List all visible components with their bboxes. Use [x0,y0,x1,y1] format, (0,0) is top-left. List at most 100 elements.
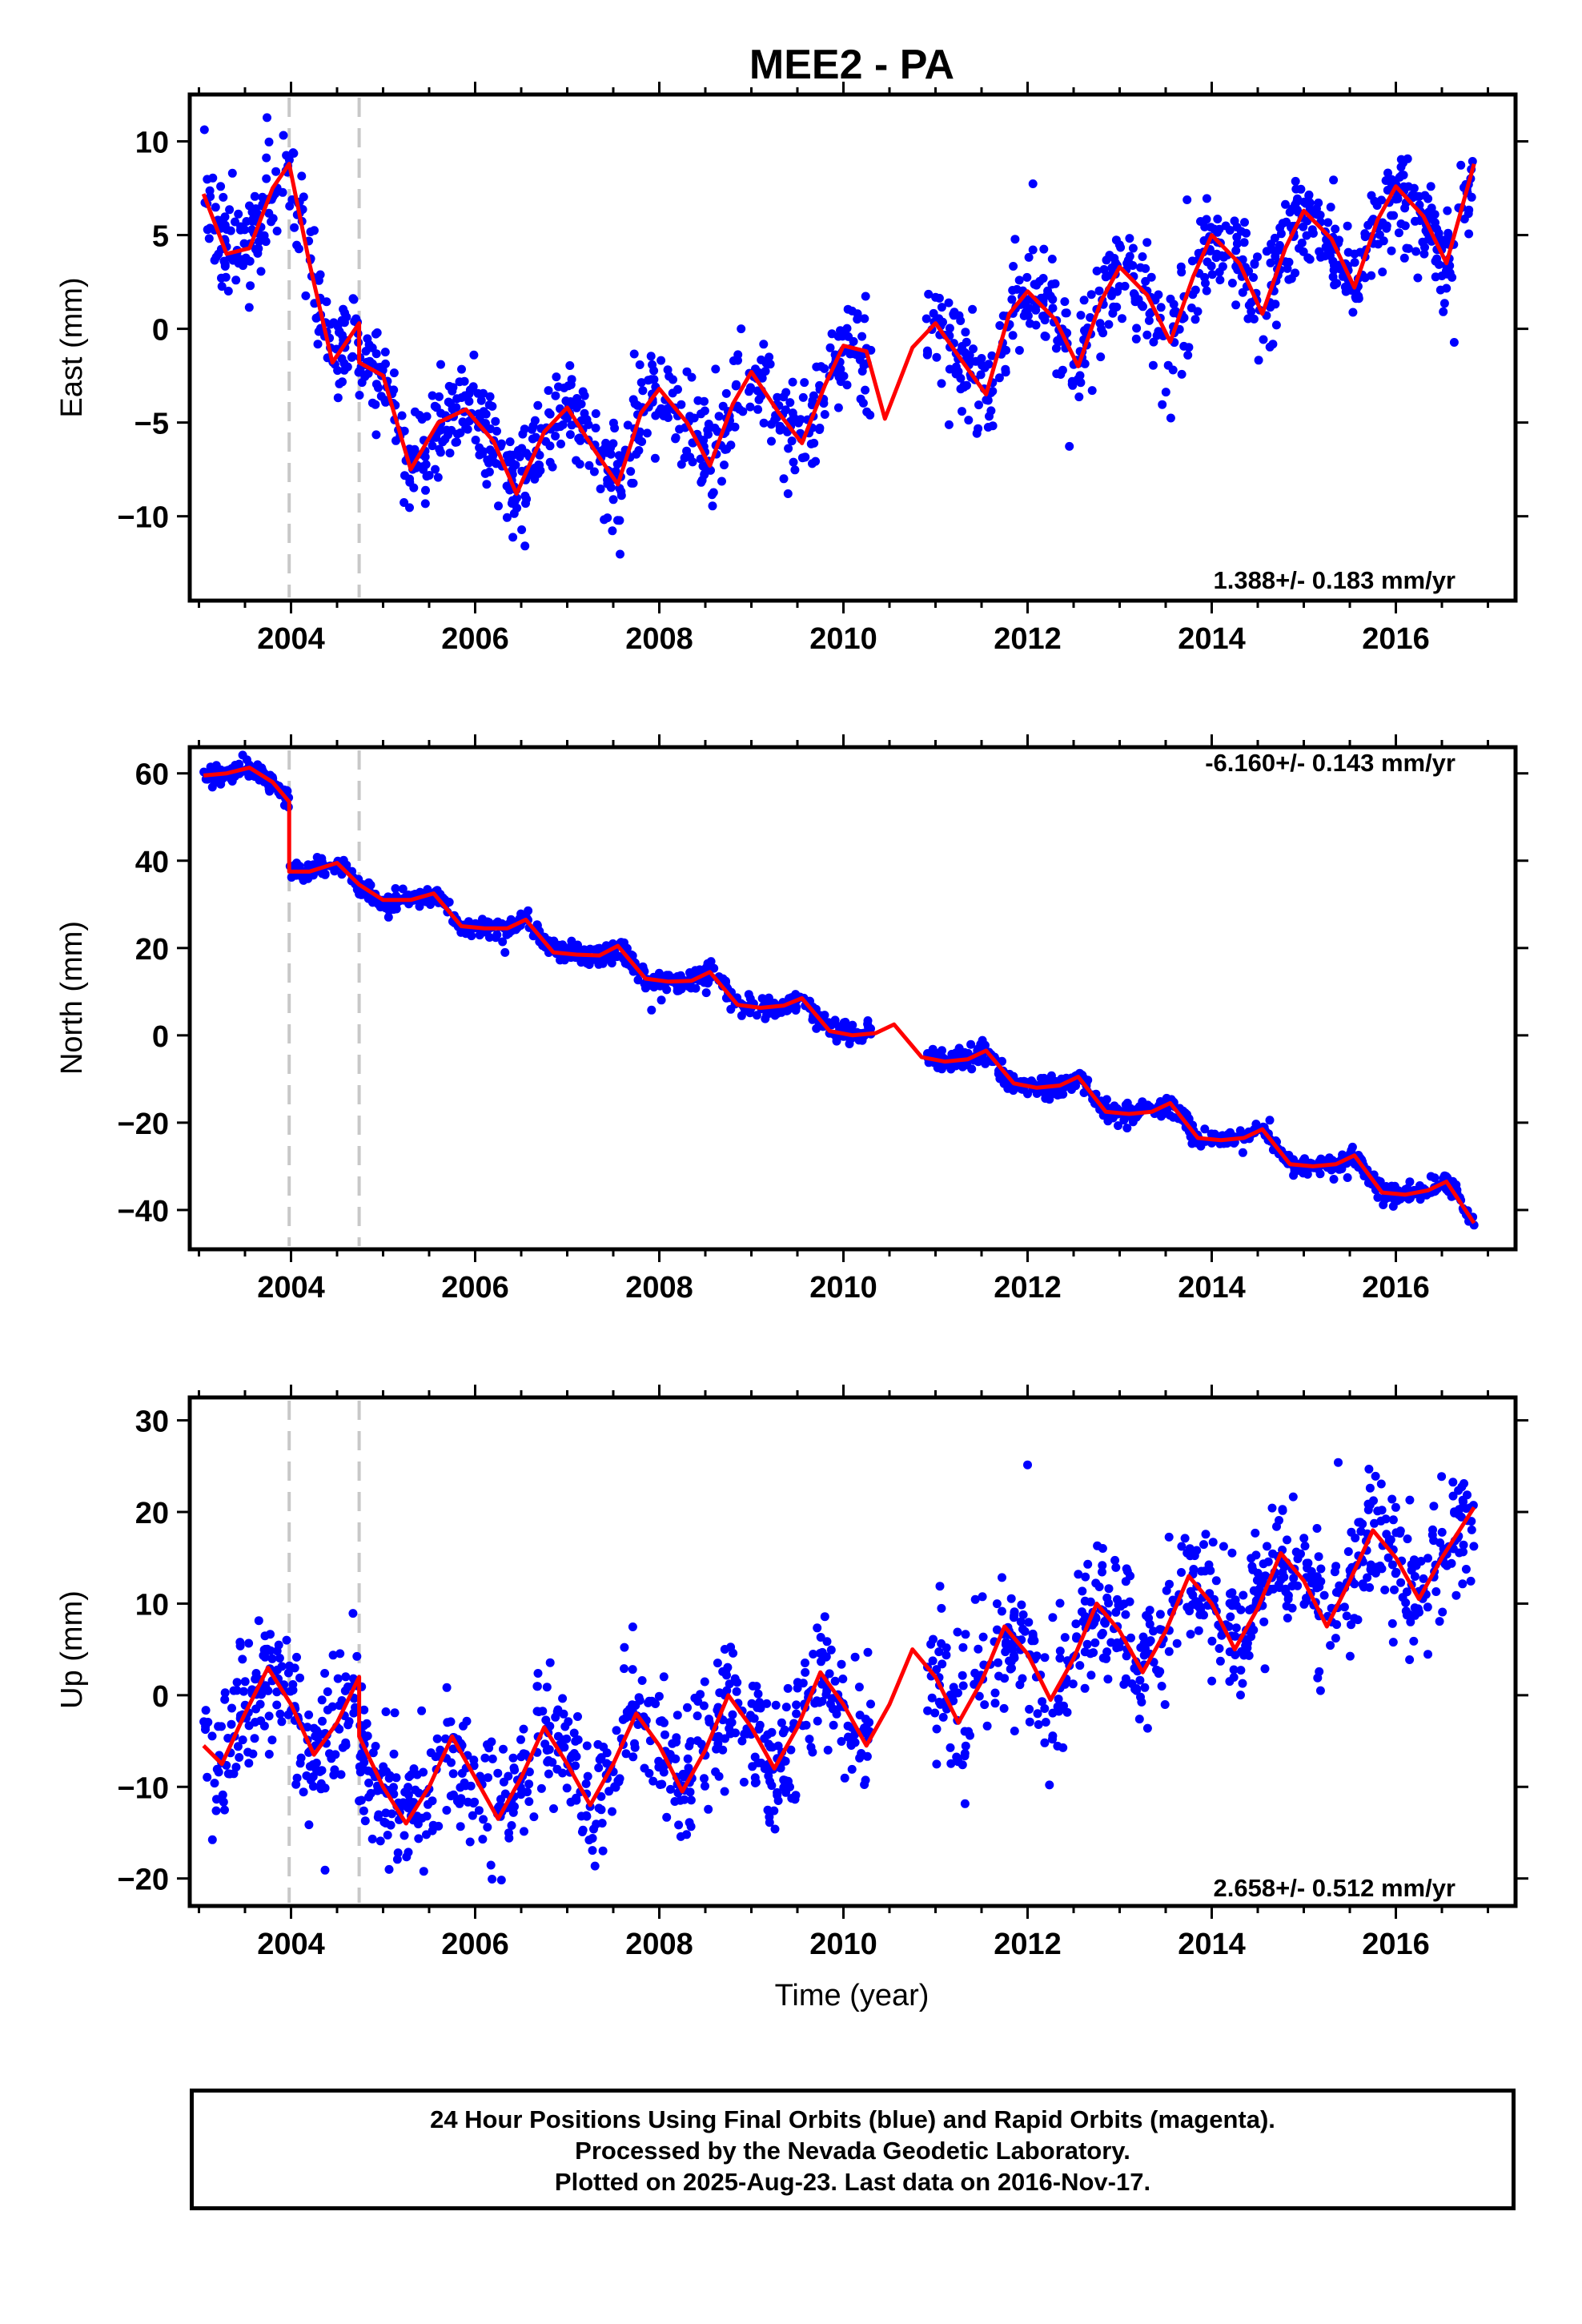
east-xtick-label: 2016 [1362,622,1430,656]
up-data-point [982,1721,992,1731]
north-data-point [1289,1171,1299,1180]
up-data-point [748,1681,757,1691]
up-data-point [590,1861,600,1871]
east-data-points [199,113,1477,559]
north-ytick-label: 40 [135,846,169,879]
east-data-point [517,444,527,453]
up-data-point [386,1820,396,1830]
east-data-point [1098,328,1108,338]
up-data-point [830,1676,840,1686]
east-data-point [354,368,363,377]
north-data-point [475,931,484,940]
up-data-point [266,1630,275,1639]
up-data-point [656,1780,665,1789]
east-data-point [251,244,260,254]
up-data-point [1358,1579,1367,1589]
east-data-point [239,239,249,248]
up-data-point [662,1812,672,1822]
east-data-point [635,360,644,369]
up-data-point [255,1699,265,1709]
up-data-point [1074,1570,1083,1579]
up-data-point [1215,1656,1225,1666]
east-data-point [815,380,825,390]
up-data-point [487,1737,496,1747]
up-data-point [935,1582,945,1591]
north-data-point [1373,1192,1383,1202]
east-data-point [840,326,849,336]
east-data-point [1467,192,1476,202]
north-data-point [1405,1177,1415,1187]
up-data-point [1402,1587,1411,1597]
east-data-point [696,454,705,464]
east-data-point [1231,246,1241,255]
east-data-point [613,516,622,525]
east-data-point [464,389,474,399]
east-data-point [1303,253,1313,263]
east-data-point [718,401,728,411]
east-data-point [435,392,444,401]
up-data-point [238,1735,247,1745]
up-data-point [508,1753,518,1763]
up-data-point [778,1728,788,1738]
north-data-point [709,963,719,973]
east-data-point [765,360,775,369]
east-data-point [528,424,536,434]
north-data-point [726,1004,736,1014]
up-data-point [1048,1735,1057,1744]
north-data-point [1299,1168,1308,1178]
up-data-point [1388,1638,1398,1647]
up-data-point [1208,1538,1218,1547]
up-data-point [621,1749,631,1759]
up-data-point [597,1819,607,1828]
up-data-point [1339,1602,1349,1612]
east-data-point [1202,286,1211,296]
up-data-point [1405,1495,1415,1505]
up-data-point [786,1745,796,1755]
up-data-point [700,1677,709,1687]
up-data-point [1008,1645,1018,1655]
up-data-point [1145,1619,1154,1629]
up-data-point [232,1686,242,1695]
up-data-point [837,1737,846,1746]
east-data-point [1432,254,1442,263]
east-data-point [294,244,303,254]
footer-line-3: Plotted on 2025-Aug-23. Last data on 201… [554,2168,1151,2196]
up-data-point [1239,1590,1248,1600]
up-data-point [808,1747,817,1757]
east-data-point [700,406,709,416]
up-data-point [220,1695,230,1704]
east-data-point [455,377,464,387]
east-data-point [616,549,624,559]
up-data-point [1164,1647,1174,1656]
east-data-point [954,311,964,320]
up-data-point [352,1651,362,1661]
east-data-point [342,312,351,322]
east-xtick-label: 2012 [994,622,1062,656]
east-data-point [445,448,455,458]
up-data-point [697,1739,706,1749]
up-data-point [318,1716,327,1726]
up-data-point [259,1721,269,1731]
north-data-point [210,777,219,786]
east-data-point [1240,218,1249,227]
east-data-point [246,281,255,291]
up-data-point [1259,1617,1269,1626]
north-ytick-label: 60 [135,758,169,792]
up-data-point [355,1796,364,1806]
up-data-point [432,1734,442,1743]
east-data-point [231,275,241,285]
up-data-point [210,1779,219,1788]
east-data-point [1238,287,1247,297]
east-data-point [326,320,335,329]
up-data-point [1229,1665,1239,1675]
up-data-point [863,1647,873,1657]
east-rate-label: 1.388+/- 0.183 mm/yr [1214,566,1456,594]
east-data-point [962,353,971,363]
up-data-point [341,1672,351,1682]
up-data-point [747,1699,757,1708]
east-data-point [1191,315,1200,324]
up-data-point [628,1700,637,1710]
up-data-point [364,1792,373,1802]
up-data-point [573,1712,582,1721]
east-ytick-label: 5 [152,220,169,254]
